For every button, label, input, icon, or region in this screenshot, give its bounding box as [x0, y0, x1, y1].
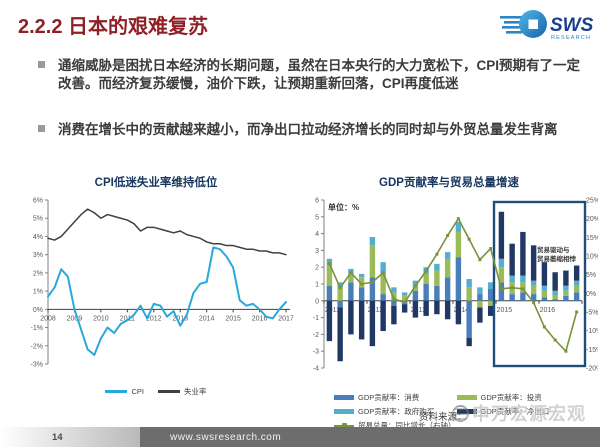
svg-text:2015: 2015 — [497, 307, 513, 314]
svg-text:贸易萎缩相悖: 贸易萎缩相悖 — [537, 254, 577, 263]
legend-label: GDP贡献率：政府购买 — [358, 407, 435, 416]
svg-text:-1%: -1% — [31, 325, 43, 332]
gdp-chart-title: GDP贡献率与贸易总量增速 — [379, 177, 519, 189]
svg-text:2014: 2014 — [454, 307, 470, 314]
legend-label: GDP贡献率：投资 — [480, 393, 542, 402]
svg-text:-2%: -2% — [31, 343, 43, 350]
legend-swatch-icon — [105, 390, 128, 393]
svg-text:贸易驱动与: 贸易驱动与 — [537, 245, 570, 254]
gdp-chart: GDP贡献率与贸易总量增速 6 5 4 3 2 1 0 -1 -2 -3 -4 25% 20% 15% 10… — [300, 174, 600, 434]
svg-text:2015: 2015 — [225, 315, 241, 322]
legend-swatch-icon — [334, 422, 354, 428]
legend-item: GDP贡献率：政府购买 — [334, 406, 457, 417]
svg-text:-4: -4 — [313, 366, 319, 373]
svg-text:3%: 3% — [33, 252, 43, 259]
svg-text:-10%: -10% — [586, 328, 598, 335]
page-number: 14 — [52, 431, 63, 443]
svg-text:10%: 10% — [586, 254, 598, 261]
legend-item: CPI — [105, 386, 144, 397]
legend-label: 失业率 — [184, 387, 207, 396]
svg-text:2016: 2016 — [252, 315, 268, 322]
legend-swatch-icon — [158, 390, 180, 393]
legend-item: 失业率 — [158, 386, 207, 397]
svg-text:单位：%: 单位：% — [328, 202, 359, 212]
svg-text:-15%: -15% — [586, 347, 598, 354]
svg-text:2010: 2010 — [93, 315, 109, 322]
legend-swatch-icon — [456, 409, 477, 414]
legend-label: CPI — [131, 387, 144, 396]
cpi-chart-legend: CPI 失业率 — [12, 386, 300, 397]
svg-text:2017: 2017 — [278, 315, 294, 322]
legend-label: GDP贡献率：净出口 — [480, 407, 550, 416]
bullet-1: 通缩威胁是困扰日本经济的长期问题，虽然在日本央行的大力宽松下，CPI预期有了一定… — [38, 57, 590, 92]
svg-text:2012: 2012 — [368, 307, 384, 314]
legend-swatch-icon — [456, 395, 477, 400]
bullet-2-text: 消费在增长中的贡献越来越小，而净出口拉动经济增长的同时却与外贸总量发生背离 — [58, 122, 558, 137]
legend-item: GDP贡献率：投资 — [456, 392, 580, 403]
page-title: 2.2.2 日本的艰难复苏 — [18, 16, 209, 38]
source-label: 资料来源： — [419, 412, 467, 423]
svg-text:2009: 2009 — [67, 315, 83, 322]
svg-text:0: 0 — [315, 298, 319, 305]
svg-text:5: 5 — [315, 214, 319, 221]
svg-text:2013: 2013 — [172, 315, 188, 322]
legend-label: GDP贡献率：消费 — [358, 393, 420, 402]
bullet-square-icon — [38, 61, 45, 68]
bullet-1-text: 通缩威胁是困扰日本经济的长期问题，虽然在日本央行的大力宽松下，CPI预期有了一定… — [58, 58, 581, 91]
svg-text:2013: 2013 — [411, 307, 427, 314]
legend-item: GDP贡献率：净出口 — [456, 406, 580, 417]
svg-text:5%: 5% — [586, 272, 596, 279]
cpi-chart: CPI低迷失业率维持低位 6% 5% 4% 3% 2% 1% 0% -1% -2% -3% 2008… — [12, 174, 300, 397]
footer-url: www.swsresearch.com — [170, 431, 282, 443]
svg-text:2%: 2% — [33, 270, 43, 277]
footer-page-zone: 14 — [0, 427, 140, 447]
cpi-chart-title: CPI低迷失业率维持低位 — [94, 177, 218, 189]
svg-text:3: 3 — [315, 248, 319, 255]
svg-text:6%: 6% — [33, 198, 43, 205]
footer: 14 www.swsresearch.com — [0, 427, 600, 447]
gdp-chart-plot: 6 5 4 3 2 1 0 -1 -2 -3 -4 25% 20% 15% 10% 5% 0% -5% -10% -1… — [313, 198, 600, 373]
svg-text:2012: 2012 — [146, 315, 162, 322]
bullet-2: 消费在增长中的贡献越来越小，而净出口拉动经济增长的同时却与外贸总量发生背离 — [38, 121, 590, 139]
legend-item: 贸易总量：同比增长（右轴） — [334, 420, 457, 431]
svg-text:2014: 2014 — [199, 315, 215, 322]
svg-text:-20%: -20% — [586, 366, 598, 373]
legend-label: 贸易总量：同比增长（右轴） — [358, 421, 456, 430]
svg-text:-3%: -3% — [31, 362, 43, 369]
logo-text: SWS — [550, 15, 594, 36]
svg-text:0%: 0% — [586, 291, 596, 298]
svg-text:2011: 2011 — [120, 315, 135, 322]
svg-text:-3: -3 — [313, 349, 319, 356]
legend-item: GDP贡献率：消费 — [334, 392, 457, 403]
svg-text:2: 2 — [315, 265, 319, 272]
svg-text:4: 4 — [315, 231, 319, 238]
logo-subtext: RESEARCH — [551, 35, 591, 41]
svg-text:1: 1 — [315, 282, 319, 289]
svg-text:20%: 20% — [586, 216, 598, 223]
svg-text:-2: -2 — [313, 332, 319, 339]
svg-text:1%: 1% — [33, 289, 43, 296]
svg-text:2008: 2008 — [40, 315, 56, 322]
svg-text:25%: 25% — [586, 198, 598, 205]
svg-text:-1: -1 — [313, 315, 319, 322]
gdp-chart-legend: GDP贡献率：消费 GDP贡献率：投资 GDP贡献率：政府购买 GDP贡献率：净出口贸… — [334, 392, 584, 434]
legend-swatch-icon — [334, 409, 354, 414]
footer-url-zone: www.swsresearch.com — [140, 427, 600, 447]
cpi-chart-plot: 6% 5% 4% 3% 2% 1% 0% -1% -2% -3% 2008 2009 2010 2011 2… — [31, 198, 294, 369]
svg-text:6: 6 — [315, 198, 319, 205]
svg-text:15%: 15% — [586, 235, 598, 242]
svg-text:0%: 0% — [33, 307, 43, 314]
bullet-square-icon — [38, 125, 45, 132]
logo-speed-lines-icon — [500, 16, 522, 34]
sws-research-logo-icon: SWS RESEARCH — [500, 10, 594, 41]
legend-swatch-icon — [334, 395, 354, 400]
svg-text:2016: 2016 — [540, 307, 556, 314]
svg-text:4%: 4% — [33, 234, 43, 241]
svg-text:5%: 5% — [33, 216, 43, 223]
svg-text:-5%: -5% — [586, 310, 598, 317]
svg-text:2011: 2011 — [325, 307, 340, 314]
